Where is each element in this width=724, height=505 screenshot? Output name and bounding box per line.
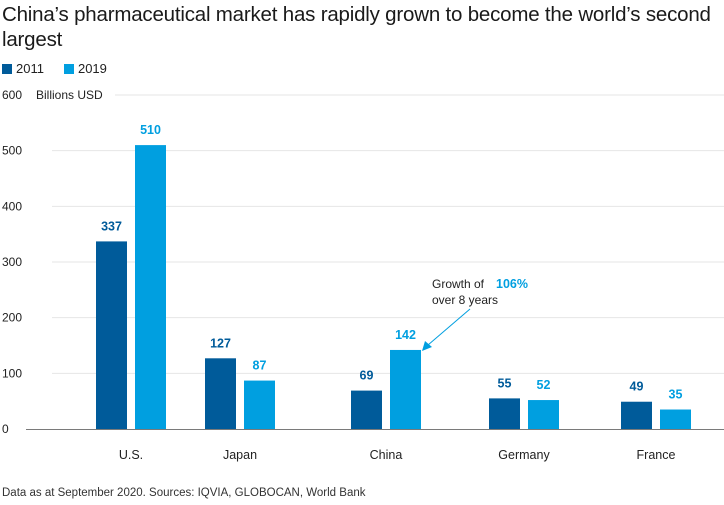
y-axis-unit-label: Billions USD — [36, 88, 103, 102]
source-note: Data as at September 2020. Sources: IQVI… — [2, 487, 366, 499]
data-label: 69 — [360, 369, 374, 383]
bar-2019-china — [390, 349, 421, 429]
category-label: U.S. — [119, 448, 143, 462]
y-tick-label: 200 — [2, 311, 22, 325]
data-label: 52 — [537, 378, 551, 392]
annotation-highlight: 106% — [496, 277, 528, 291]
data-label: 55 — [498, 376, 512, 390]
category-label: Germany — [498, 448, 550, 462]
growth-annotation: Growth of 106% over 8 years — [422, 277, 528, 351]
chart-title: China’s pharmaceutical market has rapidl… — [2, 3, 711, 51]
bar-2011-france — [621, 401, 652, 429]
legend-label-2019: 2019 — [77, 61, 107, 76]
bars — [96, 145, 691, 429]
data-label: 49 — [630, 380, 644, 394]
annotation-text-line2: over 8 years — [432, 293, 498, 307]
data-label: 35 — [669, 388, 683, 402]
data-labels: 337 510 127 87 69 142 55 52 49 35 — [101, 123, 682, 401]
bar-2011-japan — [205, 358, 236, 429]
data-label: 87 — [253, 359, 267, 373]
data-label: 337 — [101, 219, 122, 233]
legend: 2011 2019 — [2, 61, 127, 76]
legend-swatch-2019 — [63, 63, 74, 74]
bar-2011-china — [351, 390, 382, 429]
legend-item-2011: 2011 — [2, 61, 44, 76]
y-tick-label: 300 — [2, 255, 22, 269]
legend-label-2011: 2011 — [16, 61, 44, 76]
bar-2019-japan — [244, 380, 275, 429]
bar-2019-germany — [528, 400, 559, 429]
legend-swatch-2011 — [2, 63, 12, 74]
bar-2011-germany — [489, 398, 520, 429]
bar-2011-us — [96, 241, 127, 429]
category-label: France — [637, 448, 676, 462]
annotation-arrow-line — [427, 308, 471, 346]
annotation-arrowhead-icon — [422, 340, 432, 351]
category-label: Japan — [223, 448, 257, 462]
data-label: 142 — [395, 328, 416, 342]
legend-item-2019: 2019 — [63, 61, 107, 76]
category-labels: U.S. Japan China Germany France — [119, 448, 676, 462]
y-tick-label: 600 — [2, 88, 22, 102]
y-tick-label: 500 — [2, 144, 22, 158]
bar-2019-us — [135, 145, 166, 429]
y-tick-label: 400 — [2, 199, 22, 213]
y-tick-labels: 0 100 200 300 400 500 600 — [2, 88, 22, 436]
bar-2019-france — [660, 409, 691, 429]
data-label: 510 — [140, 123, 161, 137]
annotation-text-line1: Growth of — [432, 277, 485, 291]
category-label: China — [370, 448, 403, 462]
y-tick-label: 100 — [2, 366, 22, 380]
y-tick-label: 0 — [2, 422, 9, 436]
data-label: 127 — [210, 336, 231, 350]
